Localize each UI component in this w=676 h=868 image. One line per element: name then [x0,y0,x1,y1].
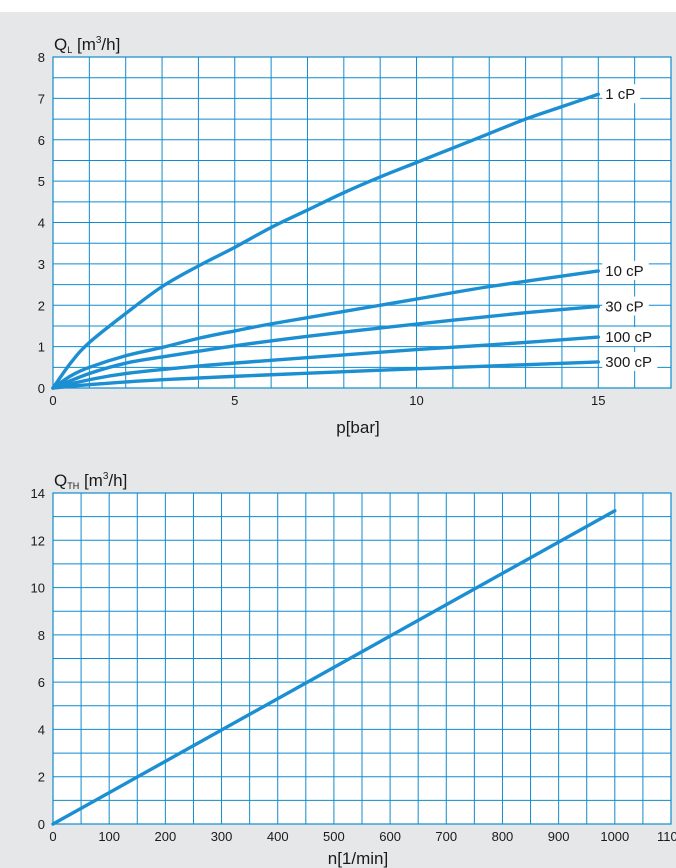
y-axis-title: QL [m3/h] [54,35,120,55]
x-tick-labels: 0 5 10 15 [49,393,605,408]
y-tick-label: 8 [38,628,45,643]
x-tick-label: 0 [49,393,56,408]
y-tick-label: 6 [38,133,45,148]
series-label-bg [602,296,649,316]
x-tick-label: 700 [435,829,457,844]
x-tick-label: 200 [155,829,177,844]
series-line [51,269,600,390]
x-tick-label: 10 [409,393,423,408]
flow-vs-pressure-chart: 1 cP 10 cP 30 cP 100 cP 300 cP 0 5 10 15 0 1 2 3 4 5… [38,35,672,437]
x-tick-label: 800 [492,829,514,844]
series-label: 300 cP [605,354,652,371]
series-line [51,360,600,390]
x-tick-label: 300 [211,829,233,844]
curve-labels: 1 cP 10 cP 30 cP 100 cP 300 cP [602,84,658,371]
x-tick-label: 100 [98,829,120,844]
x-tick-label: 600 [379,829,401,844]
series-label: 10 cP [605,263,643,280]
x-tick-label: 900 [548,829,570,844]
y-tick-label: 1 [38,340,45,355]
series-line [51,304,600,390]
y-tick-label: 4 [38,216,45,231]
series-line [51,335,600,390]
series-label-bg [602,351,658,371]
x-tick-label: 5 [231,393,238,408]
plot-frame [52,56,672,389]
x-axis-title: p[bar] [336,418,379,437]
series-label-bg [602,260,649,280]
y-tick-label: 10 [31,581,45,596]
y-tick-label: 0 [38,381,45,396]
x-tick-label: 15 [591,393,605,408]
series-label-bg [602,327,658,347]
x-tick-label: 0 [49,829,56,844]
y-tick-label: 8 [38,50,45,65]
y-tick-label: 0 [38,817,45,832]
series-label: 1 cP [605,86,635,103]
y-tick-label: 14 [31,486,45,501]
y-tick-label: 6 [38,675,45,690]
y-tick-label: 5 [38,174,45,189]
y-tick-label: 12 [31,533,45,548]
y-tick-label: 7 [38,91,45,106]
series-line [51,92,600,390]
grid [52,492,672,825]
series-label-bg [602,84,641,104]
series-line [51,509,617,826]
y-tick-labels: 0 2 4 6 8 10 12 14 [31,486,45,832]
y-tick-label: 2 [38,770,45,785]
y-axis-title: QTH [m3/h] [54,471,127,491]
x-tick-label: 400 [267,829,289,844]
x-axis-title: n[1/min] [328,849,388,868]
series-label: 30 cP [605,298,643,315]
y-tick-label: 3 [38,257,45,272]
series-label: 100 cP [605,329,652,346]
x-tick-label: 1000 [600,829,629,844]
x-tick-label: 500 [323,829,345,844]
y-tick-label: 2 [38,298,45,313]
curves [51,509,617,826]
plot-frame [52,492,672,825]
y-tick-label: 4 [38,722,45,737]
curves [51,92,600,390]
y-tick-labels: 0 1 2 3 4 5 6 7 8 [38,50,45,396]
